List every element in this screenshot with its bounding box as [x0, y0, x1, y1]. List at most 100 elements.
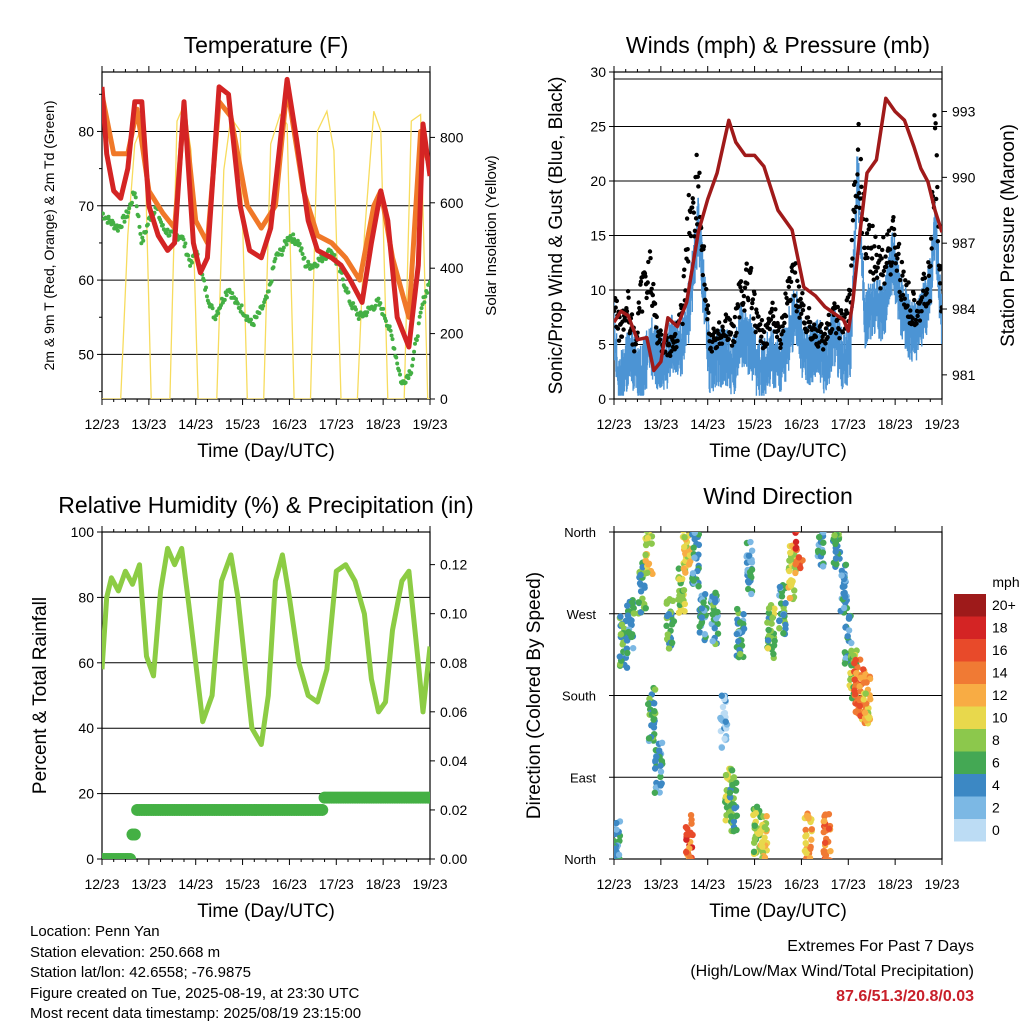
gust-point: [862, 245, 867, 251]
gust-point: [652, 301, 658, 306]
chart-panels: 12/23 13/23 14/23 15/23 16/23 17/23 18/23 19/23…: [30, 32, 1020, 922]
direction-point: [799, 517, 805, 523]
series-line-2m-temp: [102, 76, 430, 350]
direction-point: [838, 572, 845, 579]
dewpoint-point: [378, 301, 383, 306]
direction-point: [637, 571, 644, 579]
gust-point: [798, 296, 803, 302]
gust-point: [675, 338, 680, 344]
direction-point: [709, 611, 716, 618]
gust-point: [732, 314, 738, 320]
colorbar-label: 14: [992, 665, 1008, 681]
x-tick-label: 12/23: [596, 416, 631, 432]
gust-point: [680, 321, 685, 327]
gust-point: [852, 209, 857, 215]
direction-point: [862, 690, 869, 697]
x-tick-label: 13/23: [643, 876, 678, 892]
direction-point: [793, 522, 799, 528]
direction-point: [826, 857, 833, 859]
x-tick-label: 15/23: [737, 416, 772, 432]
dewpoint-point: [411, 357, 416, 362]
gust-point: [905, 303, 910, 308]
direction-point: [709, 637, 716, 645]
direction-point: [628, 633, 635, 641]
y-tick-label: 40: [78, 720, 94, 736]
direction-point: [836, 525, 842, 531]
gust-point: [692, 234, 697, 239]
direction-point: [635, 599, 642, 606]
y-right-tick-label: 800: [440, 129, 464, 145]
direction-point: [786, 567, 793, 575]
gust-point: [780, 324, 785, 329]
direction-point: [793, 512, 799, 518]
gust-point: [839, 311, 844, 316]
gust-point: [797, 315, 802, 320]
direction-point: [624, 649, 631, 657]
direction-point: [676, 576, 683, 583]
direction-point: [795, 515, 801, 521]
gust-point: [737, 315, 742, 320]
direction-point: [623, 664, 631, 671]
extremes-title: Extremes For Past 7 Days: [787, 938, 974, 955]
series-line-rh: [102, 545, 430, 747]
direction-point: [687, 558, 694, 565]
direction-point: [668, 639, 676, 647]
gust-point: [759, 334, 764, 339]
gust-point: [783, 314, 789, 319]
gust-point: [847, 288, 853, 293]
direction-point: [698, 614, 706, 621]
gust-point: [919, 309, 924, 314]
direction-point: [814, 523, 820, 529]
y-tick-label: East: [570, 770, 596, 785]
gust-point: [705, 317, 710, 322]
gust-point: [914, 321, 919, 326]
gust-point: [658, 328, 663, 333]
direction-point: [758, 838, 766, 846]
direction-point: [851, 676, 858, 683]
gust-point: [854, 204, 859, 210]
gust-point: [645, 280, 650, 285]
gust-point: [669, 348, 674, 354]
gust-point: [719, 341, 725, 346]
direction-point: [646, 695, 653, 703]
gust-point: [857, 205, 862, 211]
gust-point: [742, 285, 748, 290]
gust-point: [686, 259, 691, 264]
gust-point: [856, 190, 862, 196]
direction-point: [617, 613, 624, 620]
direction-point: [792, 545, 799, 552]
direction-point: [691, 536, 698, 543]
direction-point: [642, 604, 649, 612]
y-right-axis-label: Solar Insolation (Yellow): [483, 155, 500, 315]
direction-point: [830, 512, 836, 518]
gust-point: [726, 336, 731, 342]
y-right-tick-label: 600: [440, 195, 464, 211]
gust-point: [933, 196, 939, 202]
dewpoint-point: [365, 310, 370, 315]
gust-point: [822, 331, 828, 337]
direction-point: [764, 645, 772, 652]
gust-point: [795, 278, 800, 284]
gust-point: [738, 279, 744, 284]
gust-point: [926, 273, 932, 279]
gust-point: [632, 349, 637, 354]
gust-point: [767, 326, 772, 332]
dewpoint-point: [389, 333, 394, 338]
gust-point: [646, 259, 651, 265]
dewpoint-point: [364, 313, 369, 318]
dewpoint-point: [295, 238, 300, 243]
gust-point: [788, 297, 793, 303]
gust-point: [619, 334, 625, 339]
direction-point: [610, 860, 616, 866]
direction-point: [682, 848, 690, 856]
dewpoint-point: [122, 219, 127, 224]
dewpoint-point: [210, 306, 215, 311]
gust-point: [754, 307, 759, 312]
gust-point: [701, 244, 707, 249]
dewpoint-point: [140, 235, 145, 240]
gust-point: [939, 309, 942, 314]
gust-point: [878, 286, 883, 291]
direction-point: [681, 608, 688, 615]
direction-point: [802, 833, 809, 840]
gust-point: [891, 214, 896, 220]
